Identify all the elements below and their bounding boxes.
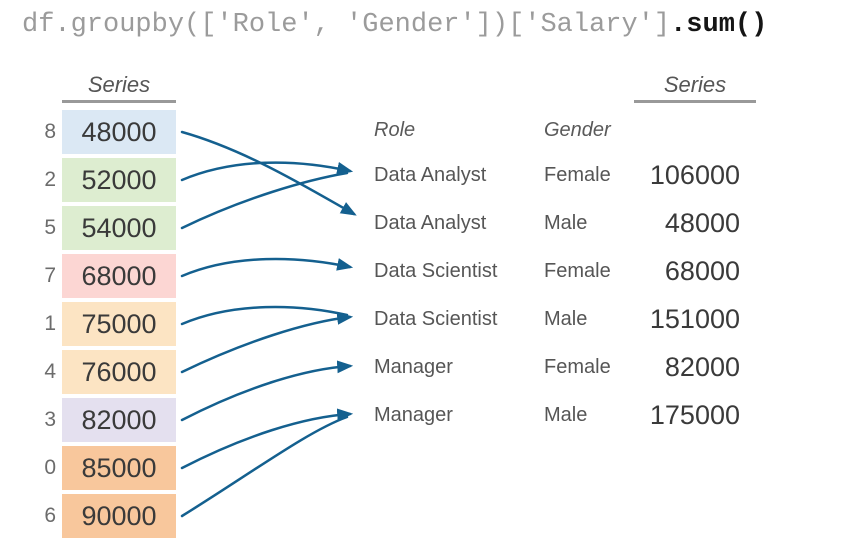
source-index: 1 — [44, 312, 56, 335]
arrow-idx5-to-data-analyst-female — [180, 171, 349, 230]
result-role: Data Analyst — [374, 164, 487, 186]
result-series-header: Series — [663, 72, 727, 97]
source-value-cell: 76000 — [62, 350, 176, 394]
code-title: df.groupby(['Role', 'Gender'])['Salary']… — [22, 8, 767, 42]
source-row: 4 76000 — [30, 350, 180, 394]
result-role: Data Analyst — [374, 212, 487, 234]
source-row: 7 68000 — [30, 254, 180, 298]
result-role: Manager — [374, 404, 453, 426]
result-gender: Female — [544, 164, 611, 186]
arrow-idx7-to-data-scientist-female — [180, 257, 354, 278]
source-row: 6 90000 — [30, 494, 180, 538]
source-index: 7 — [44, 264, 56, 287]
result-sum-value: 106000 — [649, 160, 740, 190]
result-sum-value: 48000 — [664, 208, 740, 238]
source-value-cell: 68000 — [62, 254, 176, 298]
result-role: Data Scientist — [374, 308, 498, 330]
result-row: Data Scientist Female 68000 — [374, 249, 744, 293]
source-index: 4 — [44, 360, 56, 383]
source-row: 1 75000 — [30, 302, 180, 346]
source-index: 8 — [44, 120, 56, 143]
source-index: 5 — [44, 216, 56, 239]
result-series-underline — [634, 100, 756, 103]
arrow-idx6-to-manager-male — [180, 415, 349, 518]
source-index: 0 — [44, 456, 56, 479]
source-row: 8 48000 — [30, 110, 180, 154]
source-index: 6 — [44, 504, 56, 527]
arrow-idx1-to-data-scientist-male — [180, 305, 349, 326]
result-sum-value: 175000 — [649, 400, 740, 430]
source-index: 2 — [44, 168, 56, 191]
result-gender: Male — [544, 212, 588, 234]
source-value-cell: 48000 — [62, 110, 176, 154]
result-role: Data Scientist — [374, 260, 498, 282]
column-header-role: Role — [374, 119, 416, 141]
arrow-idx3-to-manager-female — [180, 360, 354, 422]
source-value-cell: 82000 — [62, 398, 176, 442]
result-gender: Female — [544, 356, 611, 378]
column-header-gender: Gender — [544, 119, 611, 141]
source-index: 3 — [44, 408, 56, 431]
source-series-header: Series — [87, 72, 151, 97]
source-value-cell: 54000 — [62, 206, 176, 250]
code-sum-call: .sum() — [670, 10, 768, 40]
result-sum-value: 82000 — [664, 352, 740, 382]
source-row: 3 82000 — [30, 398, 180, 442]
result-row: Data Scientist Male 151000 — [374, 297, 744, 341]
result-gender: Male — [544, 404, 588, 426]
result-role: Manager — [374, 356, 453, 378]
source-value-cell: 85000 — [62, 446, 176, 490]
source-value-cell: 90000 — [62, 494, 176, 538]
result-gender: Female — [544, 260, 611, 282]
source-row: 5 54000 — [30, 206, 180, 250]
source-series-underline — [62, 100, 176, 103]
arrow-idx4-to-data-scientist-male — [180, 312, 354, 374]
result-row: Data Analyst Female 106000 — [374, 153, 744, 197]
result-row: Data Analyst Male 48000 — [374, 201, 744, 245]
arrow-idx2-to-data-analyst-female — [180, 161, 354, 182]
arrow-idx8-to-data-analyst-male — [180, 130, 357, 216]
result-row: Manager Female 82000 — [374, 345, 744, 389]
arrow-idx0-to-manager-male — [180, 408, 354, 470]
source-row: 2 52000 — [30, 158, 180, 202]
code-groupby-expression: df.groupby(['Role', 'Gender'])['Salary'] — [22, 10, 671, 40]
source-row: 0 85000 — [30, 446, 180, 490]
result-gender: Male — [544, 308, 588, 330]
source-value-cell: 75000 — [62, 302, 176, 346]
result-sum-value: 151000 — [649, 304, 740, 334]
source-value-cell: 52000 — [62, 158, 176, 202]
result-row: Manager Male 175000 — [374, 393, 744, 437]
result-sum-value: 68000 — [664, 256, 740, 286]
